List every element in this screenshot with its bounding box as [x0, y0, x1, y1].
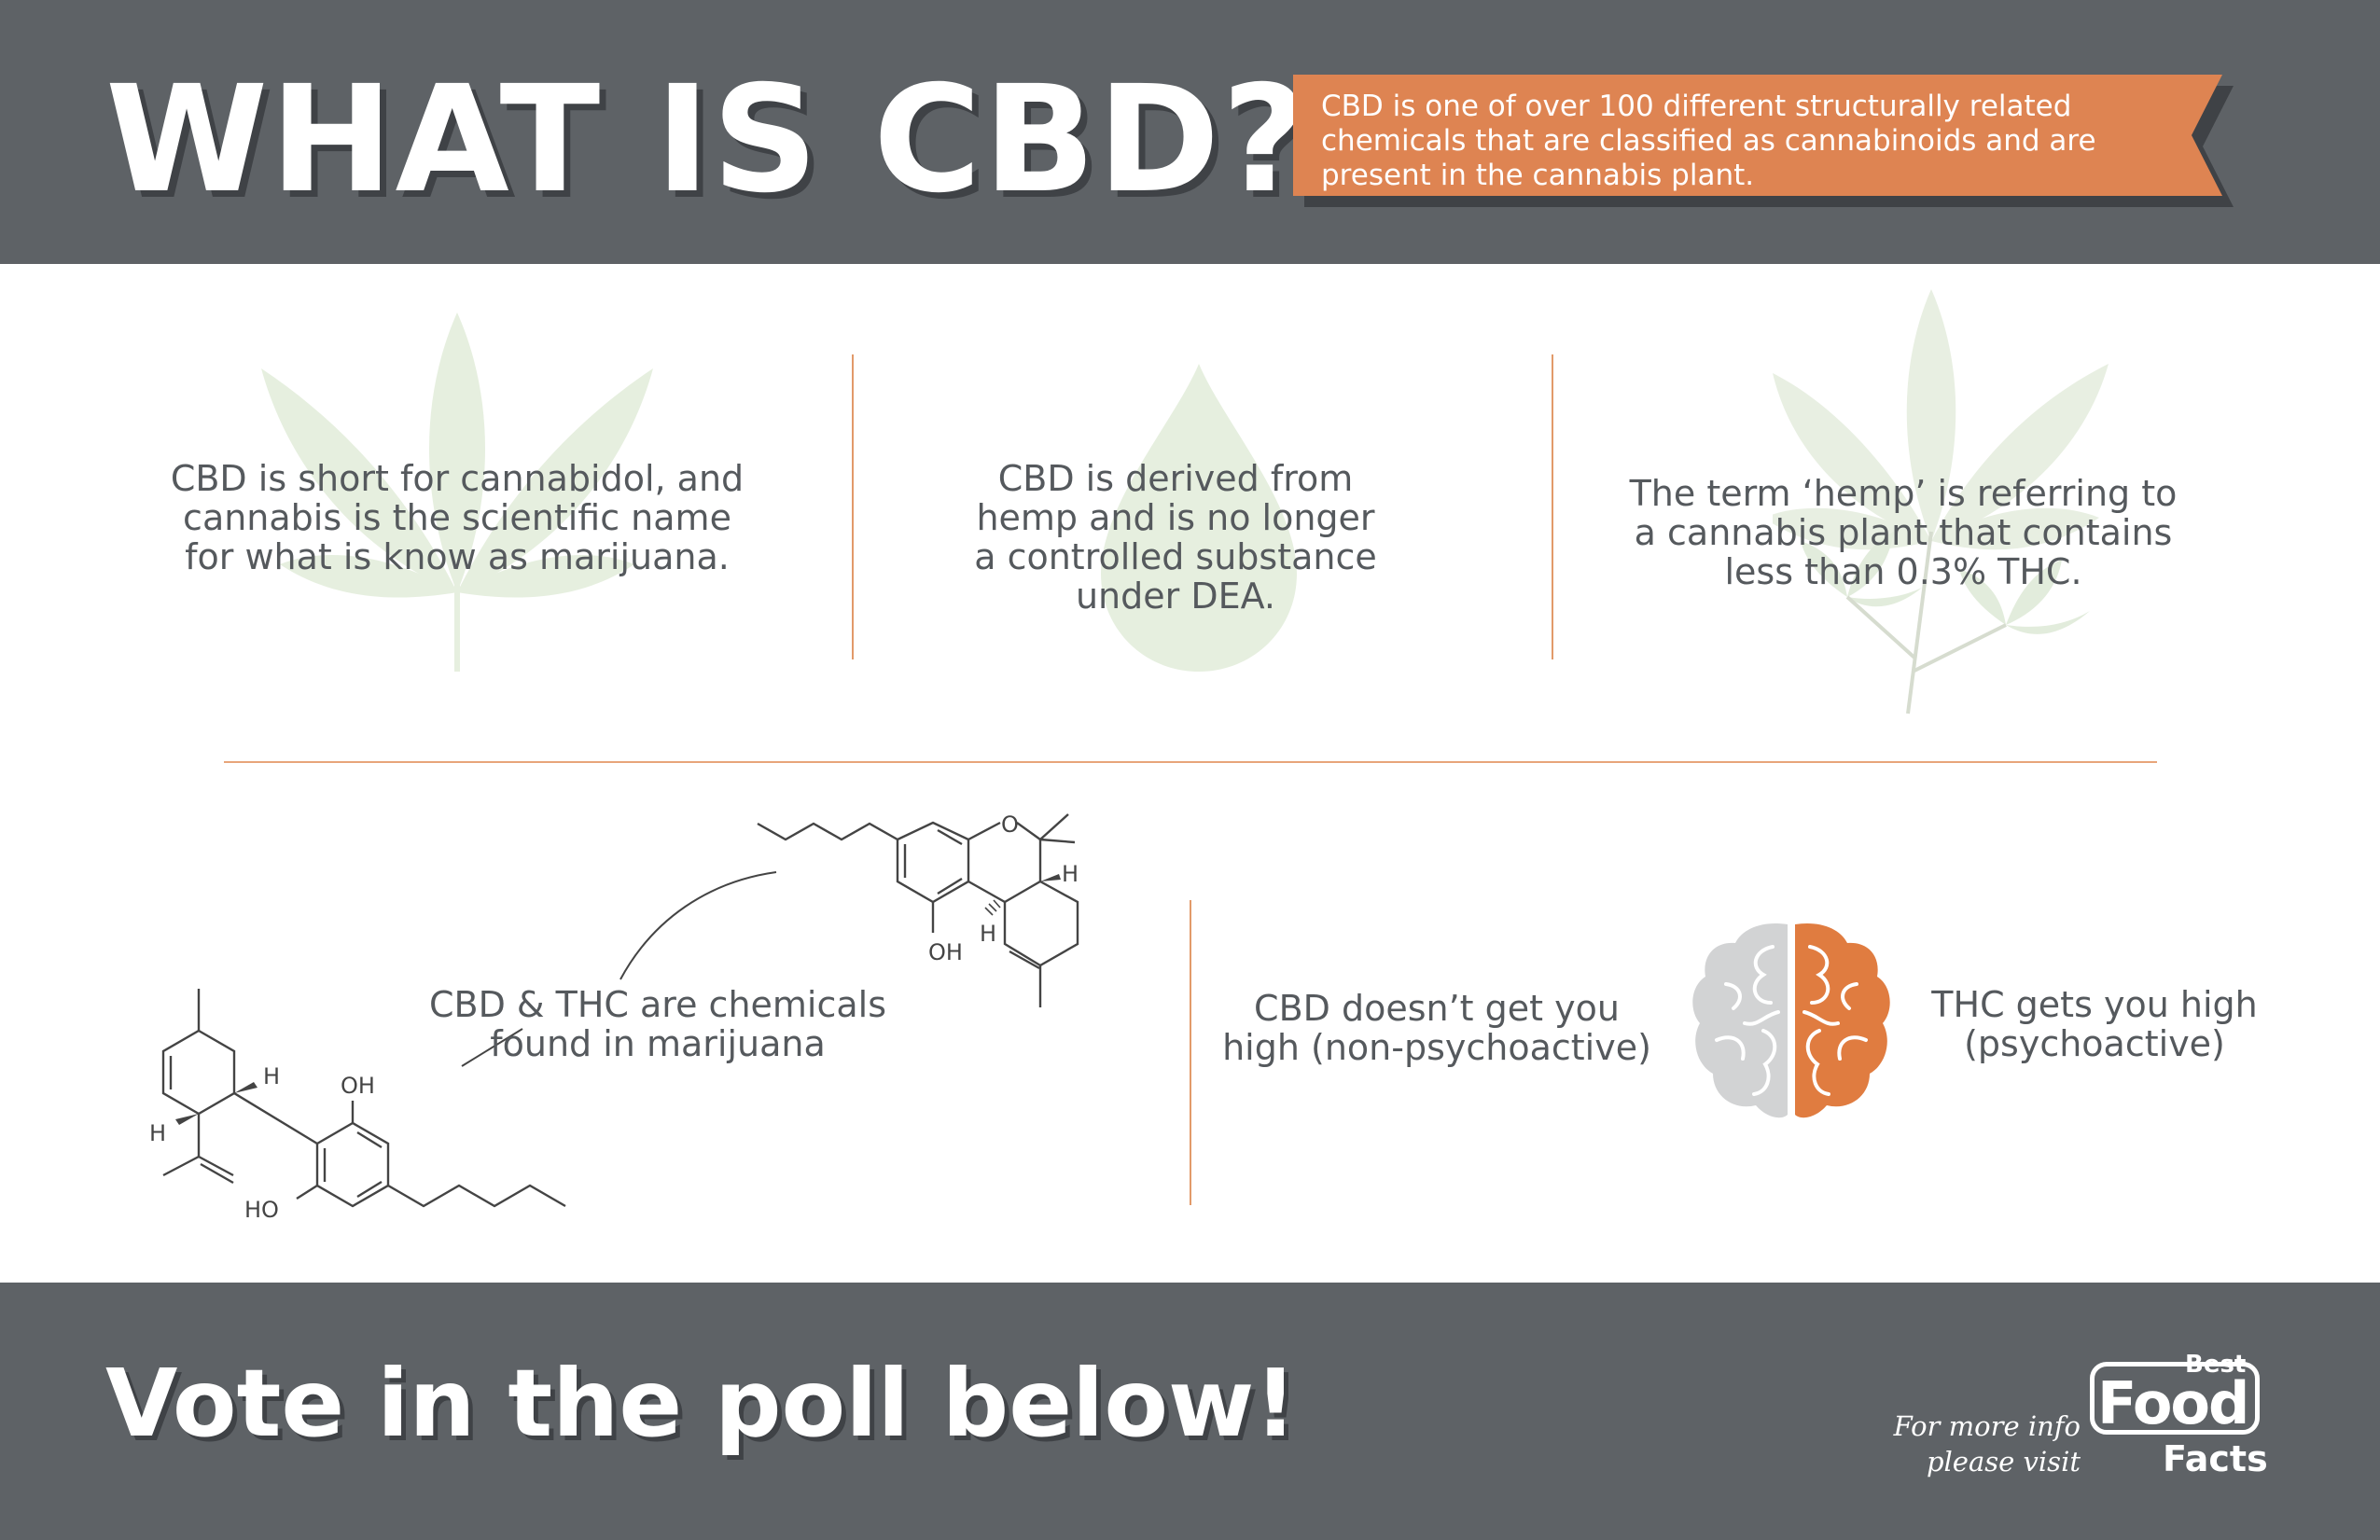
footer-bar	[0, 1283, 2380, 1540]
logo-food-text: Food	[2097, 1369, 2249, 1437]
thc-psychoactive-text: THC gets you high (psychoactive)	[1931, 984, 2258, 1064]
page-title: WHAT IS CBD?	[105, 54, 1310, 226]
cbd-non-psychoactive-text: CBD doesn’t get you high (non-psychoacti…	[1222, 988, 1651, 1068]
oil-drop-icon	[1101, 364, 1297, 672]
brain-icon	[1692, 923, 1890, 1118]
thc-h-label-1: H	[1062, 861, 1079, 887]
chemicals-caption: CBD & THC are chemicals found in marijua…	[428, 984, 887, 1064]
thc-oxygen-label: O	[1001, 812, 1019, 838]
more-info-text: For more info please visit	[1893, 1410, 2081, 1478]
cbd-h-label-2: H	[149, 1120, 166, 1146]
vote-heading: Vote in the poll below!	[105, 1349, 1298, 1458]
best-food-facts-logo[interactable]: Best Food Facts	[2090, 1343, 2276, 1483]
thc-oh-label: OH	[928, 939, 963, 965]
cbd-ho-label: HO	[244, 1197, 279, 1223]
logo-best-text: Best	[2185, 1351, 2247, 1379]
divider-vertical-1	[852, 354, 854, 659]
fact-hemp-definition: The term ‘hemp’ is referring to a cannab…	[1629, 473, 2178, 592]
cbd-h-label-1: H	[263, 1063, 280, 1089]
logo-facts-text: Facts	[2163, 1438, 2268, 1479]
thc-molecule-diagram: O H H OH	[757, 812, 1079, 1007]
divider-vertical-2	[1552, 354, 1553, 659]
cbd-oh-label: OH	[341, 1073, 375, 1099]
divider-horizontal	[224, 761, 2157, 763]
caption-connector-lines	[461, 871, 777, 1067]
divider-vertical-3	[1190, 900, 1191, 1205]
cbd-molecule-diagram: H H OH HO	[149, 989, 566, 1223]
logo-frame	[2090, 1362, 2260, 1435]
cannabis-leaf-icon	[261, 312, 653, 672]
banner-ribbon-shape	[1293, 75, 2234, 207]
hemp-plant-icon	[1773, 289, 2109, 715]
thc-h-label-2: H	[980, 921, 996, 947]
info-banner: CBD is one of over 100 different structu…	[1293, 75, 2241, 207]
banner-text: CBD is one of over 100 different structu…	[1321, 90, 2096, 192]
fact-derived-from-hemp: CBD is derived from hemp and is no longe…	[974, 458, 1377, 617]
fact-cannabidol: CBD is short for cannabidol, and cannabi…	[170, 458, 745, 577]
